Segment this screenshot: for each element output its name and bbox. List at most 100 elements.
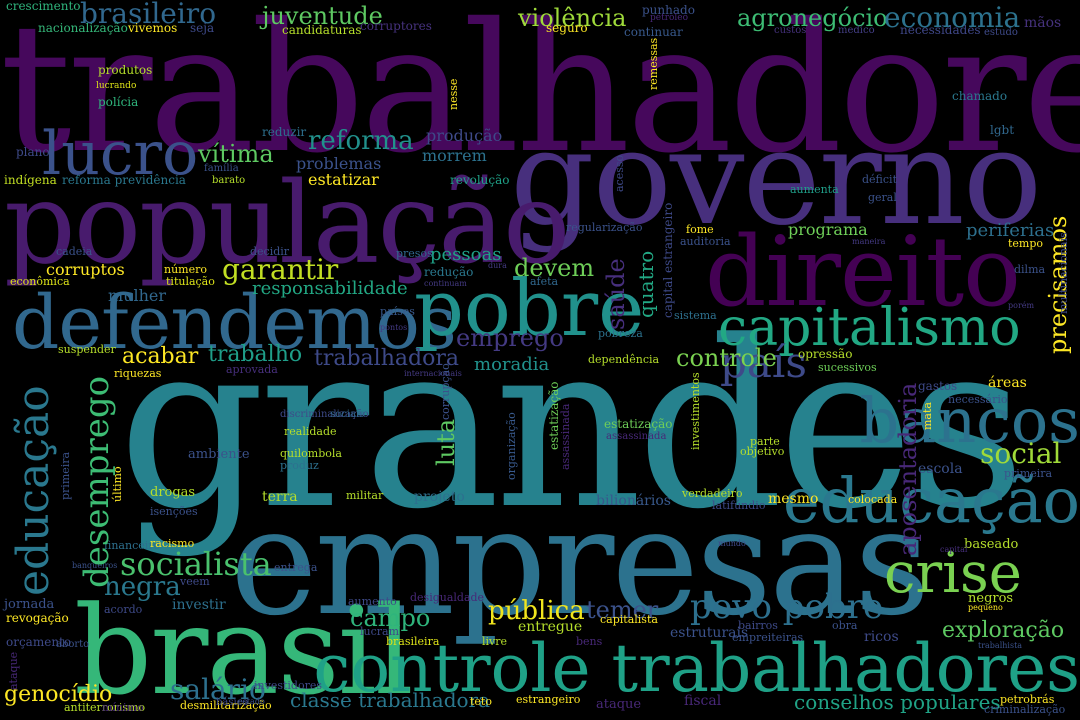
word-pais: bancos bbox=[859, 384, 1080, 457]
word-petroleo: petroleo bbox=[650, 13, 689, 23]
word-publica: pública bbox=[488, 596, 585, 626]
word-dilma: dilma bbox=[1014, 263, 1046, 276]
word-aumento: acordo bbox=[104, 603, 143, 616]
word-economica: econômica bbox=[10, 275, 70, 288]
word-campo: campo bbox=[350, 604, 431, 632]
word-policia: polícia bbox=[98, 95, 139, 109]
word-dependencia: dependência bbox=[588, 353, 660, 366]
word-necessidades: necessidades bbox=[900, 23, 981, 37]
word-numero: número bbox=[164, 263, 207, 276]
word-bancos: crise bbox=[884, 541, 1022, 606]
word-areas: áreas bbox=[988, 375, 1027, 391]
word-teto: básico bbox=[216, 697, 249, 708]
word-parte: estatização bbox=[604, 417, 673, 431]
word-corruptores: corruptores bbox=[360, 19, 432, 33]
word-geral: geral bbox=[868, 191, 897, 204]
word-ataque-rotated: ataque bbox=[7, 651, 20, 690]
word-lucro: lucro bbox=[42, 119, 199, 189]
word-discriminalizacao-rotated: último bbox=[111, 466, 124, 502]
word-estado: mínimo bbox=[102, 701, 144, 714]
word-violencia: violência bbox=[518, 4, 627, 32]
word-pessoas: pessoas bbox=[430, 244, 502, 265]
word-pequeno: capitalista bbox=[600, 613, 658, 626]
word-pagamento-divida: povo pobre bbox=[690, 587, 884, 627]
word-agronegocio: agronegócio bbox=[737, 4, 888, 32]
word-investimentos-rotated: investimentos bbox=[689, 372, 702, 450]
word-producao: produção bbox=[426, 126, 503, 145]
word-hospitais: bens bbox=[576, 635, 603, 648]
word-banqueiros: baseado bbox=[964, 537, 1019, 552]
word-aprovada: aprovada bbox=[226, 363, 278, 376]
word-desigualdade: investir bbox=[172, 597, 226, 613]
word-mulher: mulher bbox=[108, 286, 167, 305]
word-necessario: necessário bbox=[948, 393, 1008, 406]
word-temer: temer bbox=[586, 596, 659, 624]
word-revolucao: revolução bbox=[450, 173, 510, 187]
word-periferias: periferias bbox=[966, 220, 1055, 241]
word-livre: orçamento bbox=[6, 635, 72, 649]
word-estatizar: estatizar bbox=[308, 170, 379, 189]
word-aborto: ricos bbox=[864, 629, 899, 645]
word-entrega: banqueiros bbox=[72, 561, 118, 570]
word-militar: isenções bbox=[150, 505, 198, 518]
word-ambiente: quilombola bbox=[280, 447, 342, 460]
word-criminalizacao: fiscal bbox=[684, 693, 722, 709]
word-trabalho: trabalho bbox=[208, 342, 303, 367]
word-empresas: empresas bbox=[230, 476, 930, 648]
word-controle-trabalhadores: controle trabalhadores bbox=[313, 630, 1080, 707]
word-paises: países bbox=[380, 305, 415, 318]
word-sistema: sistema bbox=[674, 309, 717, 322]
word-pontos: pontos bbox=[380, 323, 408, 332]
word-continuam: continuam bbox=[424, 279, 467, 288]
word-trabalhadores: trabalhadores bbox=[0, 0, 1080, 192]
word-lucram: pequeno bbox=[968, 603, 1003, 612]
word-cadeia: cadeia bbox=[56, 245, 93, 258]
word-terra: drogas bbox=[150, 485, 196, 500]
word-crise: educação bbox=[782, 464, 1080, 537]
word-estudo: estudo bbox=[984, 27, 1018, 38]
word-pobre: pobre bbox=[414, 264, 645, 354]
word-investidores: trabalhista bbox=[978, 641, 1023, 650]
word-bairros: entregue bbox=[518, 619, 583, 635]
word-punhado: punhado bbox=[642, 3, 695, 17]
word-petrobras: estrangeiro bbox=[516, 693, 581, 706]
word-governo: governo bbox=[510, 101, 1042, 255]
word-porem: porém bbox=[1008, 301, 1035, 310]
word-colocada: latifúndio bbox=[712, 499, 766, 512]
word-salario: salário bbox=[170, 673, 266, 706]
word-deficit: déficit bbox=[862, 173, 897, 186]
word-mata-rotated: mata bbox=[921, 402, 934, 430]
word-familia: família bbox=[204, 163, 239, 174]
word-minimo: ataque bbox=[596, 697, 642, 712]
word-programa: programa bbox=[788, 220, 868, 239]
word-cidade-rotated: remessas bbox=[647, 37, 660, 90]
word-candidaturas: candidaturas bbox=[282, 23, 362, 37]
word-orcamento: empreiteiras bbox=[732, 631, 804, 644]
word-drogas: escola bbox=[918, 461, 963, 477]
word-emprego: emprego bbox=[456, 324, 564, 352]
word-revogacao: negros bbox=[968, 591, 1014, 606]
word-tempo: tempo bbox=[1008, 237, 1044, 250]
word-projeto: terra bbox=[262, 489, 298, 505]
word-realidade: parte bbox=[750, 435, 780, 448]
word-bilionarios: militar bbox=[346, 489, 384, 502]
word-ricos: obra bbox=[832, 619, 858, 632]
word-pobreza: pobreza bbox=[598, 327, 643, 340]
word-produtos: produtos bbox=[98, 63, 153, 77]
word-negros: desigualdade bbox=[410, 591, 485, 604]
word-brasileiro: brasileiro bbox=[80, 0, 217, 30]
word-bens: aborto bbox=[56, 639, 90, 650]
word-seguro: seguro bbox=[546, 21, 588, 35]
word-continuar: continuar bbox=[624, 25, 683, 39]
word-capitalista: aumento bbox=[348, 595, 397, 608]
word-reforma-previdencia: reforma previdência bbox=[62, 173, 186, 187]
word-sociais: discriminalização bbox=[280, 409, 369, 420]
word-corrupcao-rotated: corrupção bbox=[439, 363, 452, 420]
word-estrangeiro: estado bbox=[238, 697, 265, 706]
word-objetivo: assassinada bbox=[606, 431, 667, 442]
word-antiterrorismo: investidores bbox=[254, 679, 322, 692]
word-negra: negra bbox=[104, 572, 181, 602]
word-numa: desmilitarização bbox=[180, 699, 272, 712]
word-dura: dura bbox=[488, 261, 507, 270]
